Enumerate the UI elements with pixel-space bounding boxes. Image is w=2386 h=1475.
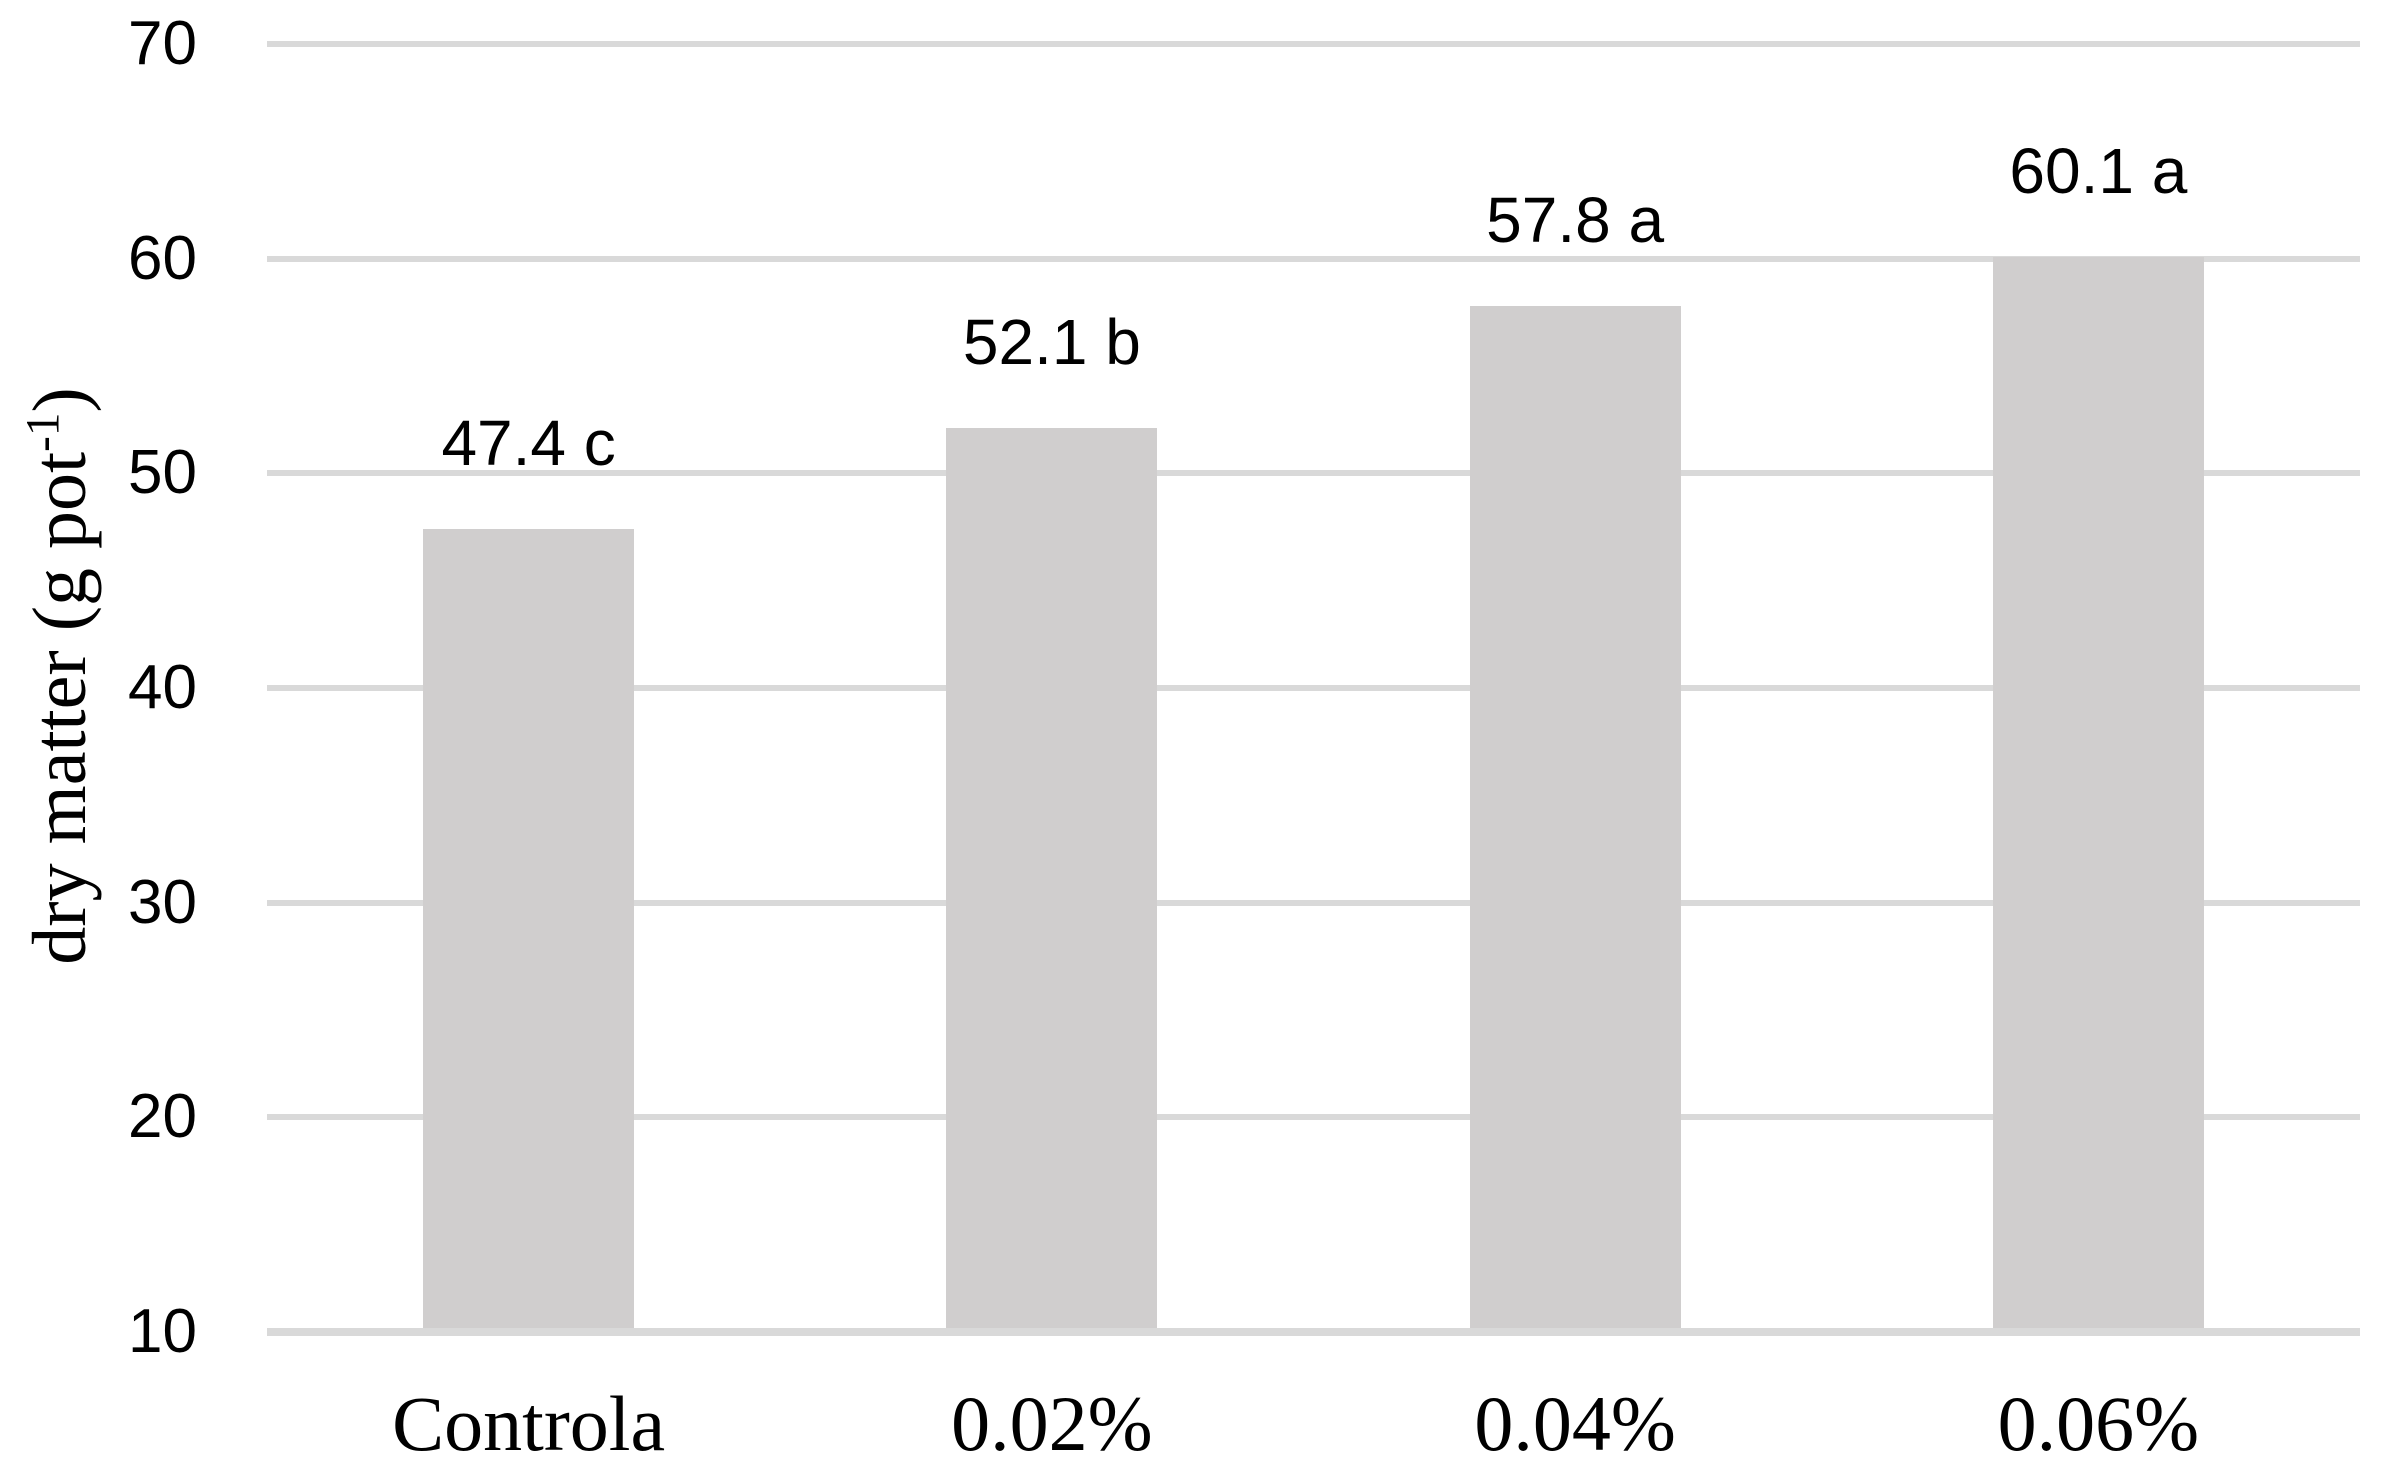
y-tick-label: 30 <box>128 867 197 937</box>
x-category-label: Controla <box>392 1380 666 1467</box>
gridline <box>267 255 2360 262</box>
x-axis-line-overlay <box>267 1328 2360 1336</box>
bar <box>946 428 1158 1332</box>
bar-value-label: 47.4 c <box>441 407 616 480</box>
bar <box>1992 256 2204 1332</box>
y-tick-label: 10 <box>128 1297 197 1366</box>
gridline <box>267 685 2360 691</box>
y-tick-label: 20 <box>128 1082 197 1152</box>
gridline <box>267 41 2360 47</box>
y-tick-label: 50 <box>128 438 197 508</box>
bar-value-label: 60.1 a <box>2009 134 2188 207</box>
y-tick-label: 40 <box>128 653 197 722</box>
bar-value-label: 57.8 a <box>1486 183 1665 256</box>
bar-value-label: 52.1 b <box>962 306 1141 379</box>
bar <box>423 529 635 1332</box>
y-tick-label: 60 <box>128 223 197 293</box>
x-category-label: 0.02% <box>951 1380 1153 1467</box>
gridline <box>267 1114 2360 1121</box>
bar <box>1469 305 1681 1332</box>
y-axis-title-suffix: ) <box>18 387 102 413</box>
y-tick-label: 70 <box>128 9 197 78</box>
gridline <box>267 470 2360 477</box>
x-category-label: 0.04% <box>1474 1380 1676 1467</box>
gridline <box>267 899 2360 906</box>
x-category-label: 0.06% <box>1997 1380 2200 1467</box>
